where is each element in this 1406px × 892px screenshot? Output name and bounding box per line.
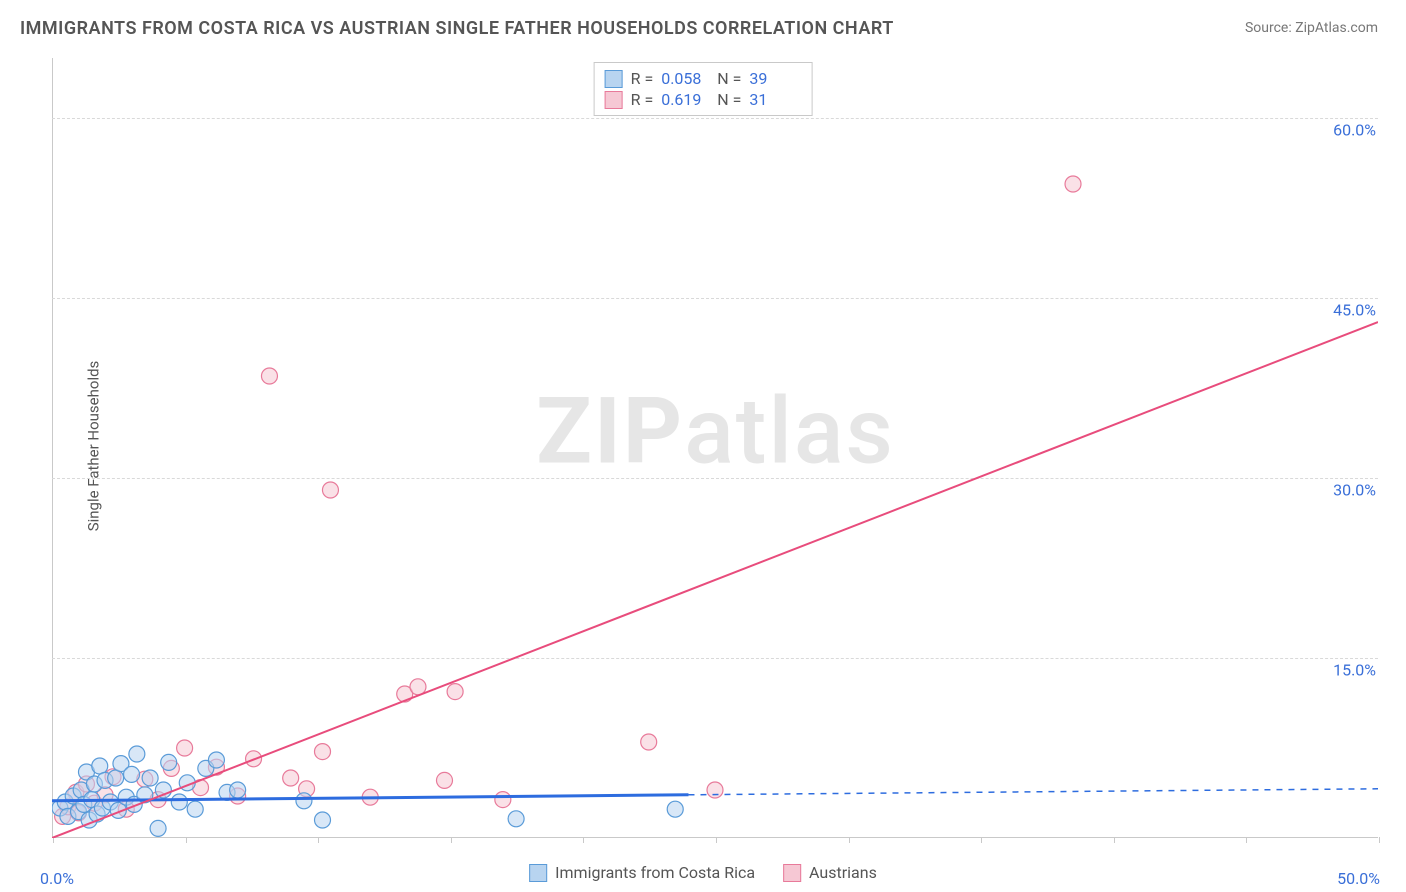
series1-point — [230, 782, 246, 798]
series1-point — [508, 811, 524, 827]
n-value-2: 31 — [749, 90, 797, 109]
n-label-2: N = — [717, 90, 741, 109]
series2-swatch — [605, 91, 623, 109]
source-name: ZipAtlas.com — [1295, 20, 1378, 36]
chart-title: IMMIGRANTS FROM COSTA RICA VS AUSTRIAN S… — [20, 18, 894, 39]
series1-point — [129, 746, 145, 762]
series-legend: Immigrants from Costa Rica Austrians — [529, 863, 877, 882]
series2-point — [495, 792, 511, 808]
series2-point — [641, 734, 657, 750]
n-value-1: 39 — [749, 69, 797, 88]
series1-swatch — [605, 70, 623, 88]
x-axis-label-max: 50.0% — [1337, 869, 1380, 888]
series1-point — [150, 820, 166, 836]
legend-item-1: Immigrants from Costa Rica — [529, 863, 755, 882]
x-tick-mark — [1379, 837, 1380, 843]
series2-point — [1065, 176, 1081, 192]
x-axis-label-min: 0.0% — [40, 869, 74, 888]
series1-point — [296, 793, 312, 809]
stats-row-2: R = 0.619 N = 31 — [605, 89, 798, 110]
r-value-2: 0.619 — [661, 90, 709, 109]
n-label-1: N = — [717, 69, 741, 88]
source-prefix: Source: — [1245, 20, 1295, 36]
r-value-1: 0.058 — [661, 69, 709, 88]
series1-point — [208, 752, 224, 768]
series1-point — [142, 770, 158, 786]
trend-line-series1-ext — [688, 789, 1378, 795]
series1-point — [667, 801, 683, 817]
series2-point — [261, 368, 277, 384]
r-label-2: R = — [631, 90, 654, 109]
series2-point — [707, 782, 723, 798]
series2-point — [322, 482, 338, 498]
series2-swatch-b — [783, 864, 801, 882]
series1-point — [108, 770, 124, 786]
series2-point — [177, 740, 193, 756]
legend-label-1: Immigrants from Costa Rica — [555, 863, 755, 882]
series1-point — [187, 801, 203, 817]
scatter-svg — [52, 58, 1378, 838]
series1-point — [315, 812, 331, 828]
series1-point — [124, 766, 140, 782]
stats-row-1: R = 0.058 N = 39 — [605, 68, 798, 89]
series1-point — [161, 754, 177, 770]
source-attribution: Source: ZipAtlas.com — [1245, 20, 1378, 36]
stats-legend: R = 0.058 N = 39 R = 0.619 N = 31 — [594, 62, 813, 116]
series2-point — [436, 772, 452, 788]
series1-swatch-b — [529, 864, 547, 882]
series2-point — [315, 744, 331, 760]
series2-point — [283, 770, 299, 786]
series1-point — [92, 758, 108, 774]
series1-point — [171, 794, 187, 810]
legend-label-2: Austrians — [809, 863, 877, 882]
r-label-1: R = — [631, 69, 654, 88]
legend-item-2: Austrians — [783, 863, 877, 882]
series2-point — [447, 684, 463, 700]
trend-line-series2 — [52, 322, 1378, 838]
